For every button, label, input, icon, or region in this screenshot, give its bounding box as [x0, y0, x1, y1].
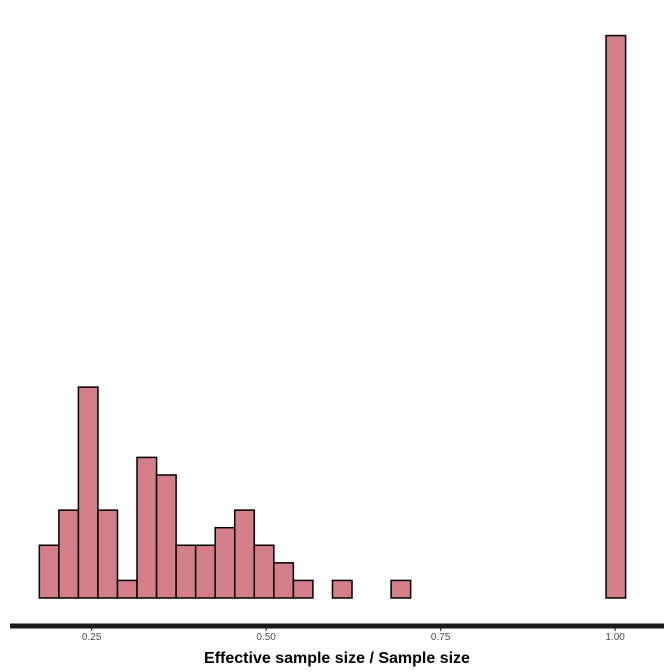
histogram-bar-13 [292, 579, 314, 599]
histogram-bar-1 [58, 509, 80, 599]
histogram-bar-18 [390, 579, 412, 599]
x-tick-label-3: 1.00 [605, 632, 625, 643]
x-axis-title: Effective sample size / Sample size [204, 650, 470, 667]
histogram-bar-15 [331, 579, 353, 599]
histogram-bars [38, 34, 627, 599]
histogram-bar-8 [194, 544, 216, 599]
histogram-bar-12 [273, 562, 295, 599]
histogram-bar-5 [136, 456, 158, 599]
histogram-bar-4 [116, 579, 138, 599]
x-tick-label-1: 0.50 [256, 632, 276, 643]
histogram-bar-0 [38, 544, 60, 599]
x-tick-label-2: 0.75 [431, 632, 451, 643]
histogram-bar-29 [605, 34, 627, 599]
histogram-bar-6 [155, 474, 177, 599]
histogram-bar-3 [97, 509, 119, 599]
histogram-bar-7 [175, 544, 197, 599]
x-axis-ticks: 0.25 0.50 0.75 1.00 [82, 628, 625, 643]
histogram-bar-10 [233, 509, 256, 599]
histogram-bar-9 [214, 526, 236, 599]
histogram-bar-2 [77, 386, 99, 599]
x-tick-label-0: 0.25 [82, 632, 102, 643]
histogram-bar-11 [253, 544, 275, 599]
